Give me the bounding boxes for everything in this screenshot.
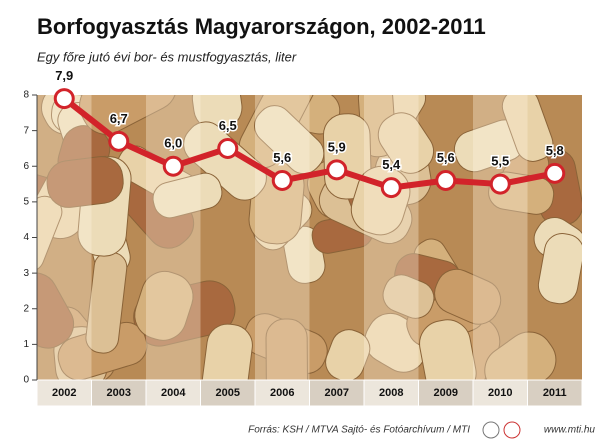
cork <box>382 274 435 319</box>
y-tick-label: 8 <box>23 90 29 101</box>
source: Forrás: KSH / MTVA Sajtó- és Fotóarchívu… <box>248 425 470 436</box>
data-label: 5,9 <box>328 139 346 154</box>
x-tick-label: 2007 <box>325 387 349 399</box>
data-point <box>380 177 402 199</box>
x-tick-label: 2008 <box>379 387 403 399</box>
x-label-cell <box>200 379 256 407</box>
x-tick-label: 2003 <box>107 387 131 399</box>
y-tick-label: 3 <box>23 268 29 279</box>
cork <box>325 329 371 380</box>
x-tick-label: 2010 <box>488 387 512 399</box>
data-point <box>108 130 130 152</box>
logo <box>482 421 500 439</box>
data-label: 6,5 <box>219 118 237 133</box>
band-highlight <box>473 95 528 380</box>
cork <box>79 95 178 135</box>
x-label-cell <box>309 379 365 407</box>
y-tick-label: 5 <box>23 197 29 208</box>
data-point <box>162 155 184 177</box>
y-tick-label: 6 <box>23 161 29 172</box>
chart-subtitle: Egy főre jutó évi bor- és mustfogyasztás… <box>37 49 297 64</box>
data-label: 5,6 <box>273 150 291 165</box>
cork <box>152 172 223 219</box>
x-tick-label: 2005 <box>216 387 240 399</box>
cork <box>134 271 194 341</box>
x-tick-label: 2009 <box>434 387 458 399</box>
data-point <box>489 173 511 195</box>
x-label-cell <box>418 379 474 407</box>
x-tick-label: 2004 <box>161 387 186 399</box>
cork <box>377 112 435 174</box>
website: www.mti.hu <box>544 425 596 436</box>
cork <box>37 272 75 349</box>
x-tick-label: 2011 <box>543 387 567 399</box>
y-tick-label: 2 <box>23 303 29 314</box>
y-tick-label: 0 <box>23 375 29 386</box>
data-point <box>271 170 293 191</box>
cork <box>419 319 477 380</box>
x-label-cell <box>527 379 583 407</box>
band-highlight <box>37 95 92 380</box>
logo <box>503 421 521 439</box>
x-label-cell <box>363 379 419 407</box>
column-bands <box>36 95 583 407</box>
cork <box>501 95 554 162</box>
data-label: 5,4 <box>382 157 401 172</box>
data-label: 6,0 <box>164 136 182 151</box>
data-label: 5,6 <box>437 150 455 165</box>
band-highlight <box>255 95 310 380</box>
y-tick-label: 1 <box>23 339 29 350</box>
data-point <box>217 137 239 159</box>
data-line <box>62 96 556 191</box>
x-tick-label: 2002 <box>52 387 76 399</box>
x-tick-label: 2006 <box>270 387 294 399</box>
cork <box>254 105 325 175</box>
data-label: 7,9 <box>55 68 73 83</box>
cork <box>484 331 557 380</box>
band-highlight <box>146 95 201 380</box>
data-point <box>326 159 348 181</box>
chart-title: Borfogyasztás Magyarországon, 2002-2011 <box>37 14 486 39</box>
y-tick-label: 4 <box>23 232 29 243</box>
data-label: 5,5 <box>491 154 509 169</box>
cork <box>199 323 253 380</box>
cork-photo <box>37 95 582 380</box>
x-label-cell <box>145 379 201 407</box>
cork <box>265 318 309 380</box>
data-point <box>53 88 75 110</box>
x-label-cell <box>91 379 147 407</box>
y-tick-label: 7 <box>23 125 29 136</box>
cork <box>46 156 124 208</box>
data-point <box>544 162 566 184</box>
data-label: 5,8 <box>546 143 564 158</box>
band-highlight <box>364 95 419 380</box>
data-point <box>435 170 457 191</box>
cork <box>434 268 502 325</box>
data-label: 6,7 <box>110 111 128 126</box>
cork <box>537 233 582 305</box>
x-label-cell <box>36 379 92 407</box>
